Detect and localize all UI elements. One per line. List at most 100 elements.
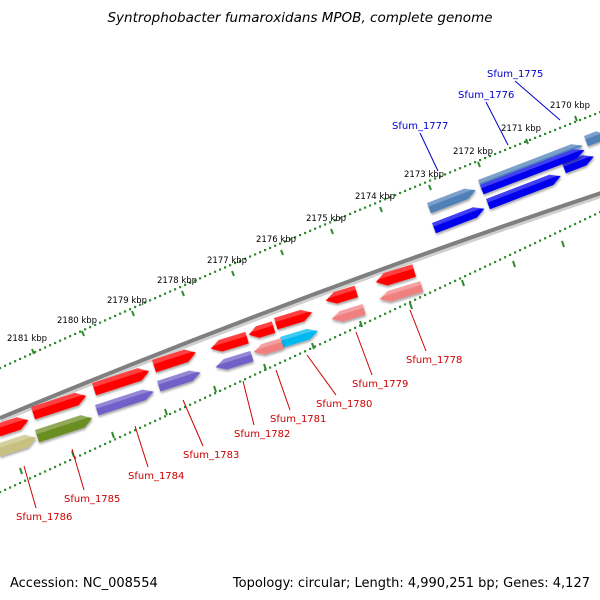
gene-sfum-1784-cog[interactable] bbox=[95, 386, 155, 416]
ruler-dot bbox=[89, 326, 92, 329]
gene-sfum-1777-cog-shape[interactable] bbox=[427, 185, 478, 214]
inner-ring-dot bbox=[99, 445, 102, 448]
inner-ring-dot bbox=[474, 270, 477, 273]
gene-sfum-1781-cog[interactable] bbox=[252, 338, 284, 357]
ruler-dot bbox=[494, 152, 497, 156]
ruler-dot bbox=[179, 286, 182, 289]
gene-sfum-1779-highlight bbox=[324, 285, 356, 300]
gene-sfum-1776-c-shape[interactable] bbox=[480, 146, 586, 195]
gene-sfum-1785-highlight bbox=[31, 389, 86, 412]
gene-label-sfum-1776: Sfum_1776 bbox=[458, 90, 514, 101]
gene-sfum-1776-b-shape[interactable] bbox=[486, 171, 563, 210]
inner-ring-dot bbox=[234, 382, 237, 385]
gene-sfum-1786[interactable] bbox=[0, 414, 30, 437]
inner-ring-dot bbox=[169, 412, 172, 416]
gene-sfum-1783-cog[interactable] bbox=[157, 367, 202, 392]
inner-ring-dot bbox=[549, 234, 552, 237]
gene-sfum-1785-cog[interactable] bbox=[35, 412, 94, 443]
ruler-dot bbox=[284, 240, 287, 243]
gene-sfum-1777[interactable] bbox=[432, 203, 486, 234]
inner-ring-dot bbox=[209, 394, 212, 397]
gene-sfum-1786-cog[interactable] bbox=[0, 431, 38, 457]
inner-ring-dot bbox=[79, 454, 82, 457]
gene-sfum-1783[interactable] bbox=[152, 346, 198, 373]
ruler-dot bbox=[49, 344, 52, 347]
gene-labels: Sfum_1775 Sfum_1776 Sfum_1777 Sfum_1778 Sfum… bbox=[16, 69, 561, 523]
inner-ring-dot bbox=[504, 256, 507, 259]
gene-sfum-1778[interactable] bbox=[374, 264, 417, 288]
ruler-dot bbox=[94, 323, 97, 327]
gene-sfum-1780-cog[interactable] bbox=[280, 325, 320, 348]
gene-sfum-1783-cog-shape[interactable] bbox=[157, 367, 202, 392]
inner-ring-dot bbox=[354, 326, 357, 329]
gene-sfum-1780[interactable] bbox=[274, 306, 314, 330]
gene-sfum-1777-shape[interactable] bbox=[432, 204, 486, 234]
gene-sfum-1779[interactable] bbox=[324, 285, 359, 307]
gene-sfum-1776-c[interactable] bbox=[480, 145, 586, 195]
ruler-dot bbox=[459, 167, 462, 170]
kbp-tick-label: 2171 kbp bbox=[501, 124, 541, 134]
ruler-dot bbox=[544, 132, 547, 136]
ruler-dot bbox=[339, 217, 342, 220]
ruler-dot bbox=[594, 112, 597, 116]
gene-sfum-1783-cog-highlight bbox=[157, 367, 201, 385]
inner-ring-dot bbox=[124, 433, 127, 436]
gene-sfum-1776-b[interactable] bbox=[486, 171, 563, 210]
inner-ring-dot bbox=[319, 343, 322, 346]
inner-ring-dot bbox=[219, 389, 222, 392]
ruler-dot bbox=[394, 193, 397, 197]
ruler-dot bbox=[164, 292, 167, 295]
ruler-dot bbox=[504, 148, 507, 152]
ruler-dot bbox=[489, 154, 492, 158]
ruler-dot bbox=[584, 116, 587, 120]
ruler-dot bbox=[314, 227, 317, 230]
inner-ring-dot bbox=[519, 249, 522, 252]
gene-sfum-1775-b[interactable] bbox=[562, 151, 596, 174]
gene-sfum-1775-b-shape[interactable] bbox=[562, 152, 596, 174]
kbp-tick-label: 2179 kbp bbox=[107, 296, 147, 306]
inner-ring-tick bbox=[164, 408, 168, 416]
inner-ring-dot bbox=[464, 275, 467, 278]
inner-ring-tick bbox=[213, 385, 217, 393]
kbp-tick-mark bbox=[231, 270, 235, 277]
ruler-dot bbox=[334, 219, 337, 222]
gene-sfum-1780-shape[interactable] bbox=[274, 307, 314, 330]
ruler-dot bbox=[354, 210, 357, 213]
gene-sfum-1782[interactable] bbox=[209, 331, 249, 355]
kbp-tick-mark bbox=[81, 330, 85, 337]
gene-sfum-1783-shape[interactable] bbox=[152, 346, 198, 373]
kbp-tick-label: 2170 kbp bbox=[550, 101, 590, 111]
inner-ring-dot bbox=[259, 371, 262, 374]
inner-ring-dot bbox=[19, 481, 22, 485]
ruler-dot bbox=[144, 301, 147, 304]
gene-sfum-1785-shape[interactable] bbox=[31, 390, 88, 420]
genome-backbone-line bbox=[0, 191, 600, 420]
inner-ring-dot bbox=[554, 232, 557, 235]
gene-sfum-1786-cog-shape[interactable] bbox=[0, 432, 38, 457]
gene-sfum-1781[interactable] bbox=[247, 321, 276, 340]
inner-ring-dot bbox=[214, 392, 217, 395]
kbp-tick-mark bbox=[330, 228, 334, 235]
gene-sfum-1784[interactable] bbox=[92, 365, 151, 396]
gene-sfum-1779-cog[interactable] bbox=[330, 304, 366, 324]
gene-sfum-1785[interactable] bbox=[31, 389, 88, 420]
gene-sfum-1784-cog-shape[interactable] bbox=[95, 386, 155, 416]
inner-ring-tick bbox=[409, 302, 413, 310]
gene-sfum-1784-shape[interactable] bbox=[92, 365, 151, 396]
gene-sfum-1782-cog[interactable] bbox=[214, 350, 254, 373]
gene-label-sfum-1775: Sfum_1775 bbox=[487, 69, 543, 80]
gene-sfum-1775-cog[interactable] bbox=[584, 128, 600, 147]
gene-sfum-1777-cog[interactable] bbox=[427, 185, 478, 214]
inner-ring-dot bbox=[249, 375, 252, 378]
gene-sfum-1785-cog-shape[interactable] bbox=[35, 412, 94, 443]
inner-ring-dot bbox=[204, 396, 207, 399]
ruler-dot bbox=[74, 332, 77, 336]
gene-sfum-1780-cog-shape[interactable] bbox=[280, 326, 320, 348]
inner-ring-dot bbox=[9, 486, 12, 489]
inner-ring-dot bbox=[269, 366, 272, 369]
ruler-dot bbox=[249, 255, 252, 258]
gene-sfum-1778-cog[interactable] bbox=[378, 281, 424, 304]
ruler-dot bbox=[234, 261, 237, 265]
inner-ring-dot bbox=[389, 310, 392, 313]
ruler-dot bbox=[84, 328, 87, 331]
